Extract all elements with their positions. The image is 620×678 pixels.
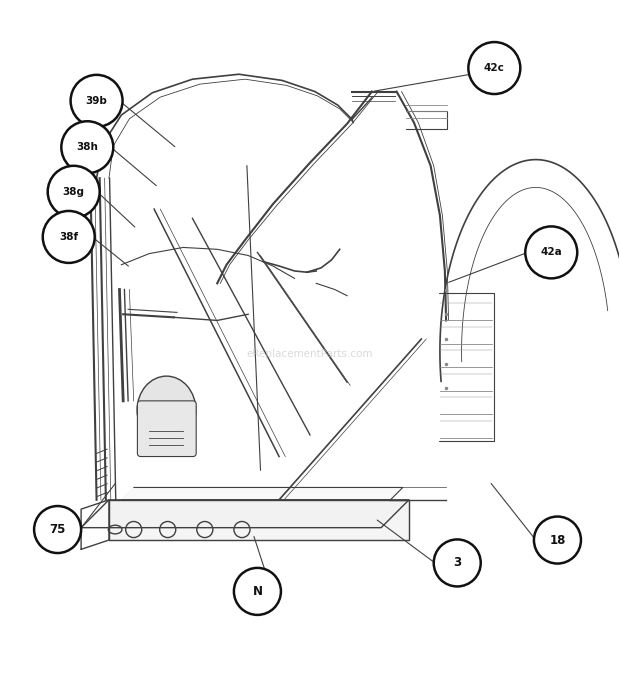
- Text: N: N: [252, 585, 262, 598]
- Circle shape: [234, 568, 281, 615]
- Text: 3: 3: [453, 557, 461, 570]
- Circle shape: [434, 540, 481, 586]
- Circle shape: [525, 226, 577, 279]
- Text: eReplacementParts.com: eReplacementParts.com: [247, 349, 373, 359]
- Circle shape: [468, 42, 520, 94]
- Circle shape: [48, 166, 100, 218]
- Circle shape: [71, 75, 123, 127]
- Text: 42a: 42a: [541, 247, 562, 258]
- Text: 38f: 38f: [59, 232, 78, 242]
- Text: 38h: 38h: [76, 142, 98, 153]
- Polygon shape: [81, 500, 409, 527]
- Text: 38g: 38g: [63, 186, 85, 197]
- Circle shape: [43, 211, 95, 263]
- Text: 42c: 42c: [484, 63, 505, 73]
- Text: 18: 18: [549, 534, 565, 546]
- Circle shape: [34, 506, 81, 553]
- Text: 75: 75: [50, 523, 66, 536]
- Circle shape: [534, 517, 581, 563]
- Ellipse shape: [137, 376, 196, 444]
- Circle shape: [61, 121, 113, 173]
- Text: 39b: 39b: [86, 96, 107, 106]
- Polygon shape: [109, 500, 409, 540]
- Polygon shape: [122, 487, 403, 500]
- FancyBboxPatch shape: [138, 401, 196, 456]
